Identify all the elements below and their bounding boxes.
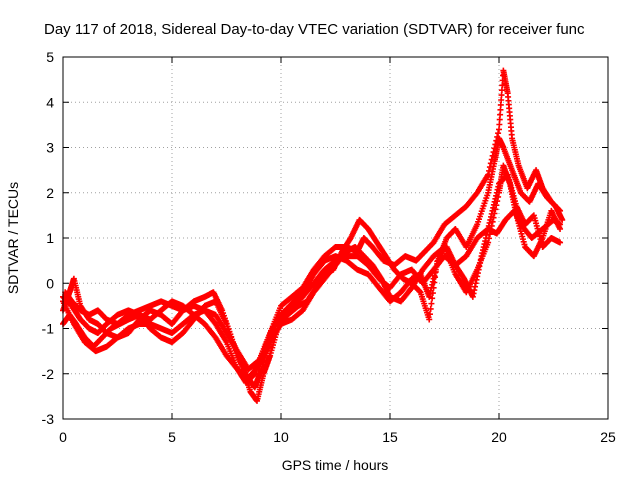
data-point bbox=[429, 295, 436, 302]
data-point bbox=[434, 258, 441, 265]
y-tick-label: 1 bbox=[46, 230, 54, 246]
y-tick-label: -1 bbox=[42, 321, 55, 337]
data-point bbox=[493, 137, 500, 144]
data-point bbox=[491, 145, 498, 152]
data-point bbox=[430, 284, 437, 291]
series-5 bbox=[62, 171, 564, 404]
x-axis-label: GPS time / hours bbox=[282, 457, 389, 473]
data-point bbox=[486, 167, 493, 174]
data-point bbox=[557, 239, 564, 246]
data-point bbox=[486, 164, 493, 171]
data-point bbox=[485, 171, 492, 178]
data-point bbox=[490, 149, 497, 156]
data-point bbox=[488, 156, 495, 163]
data-point bbox=[492, 141, 499, 148]
y-tick-label: 4 bbox=[46, 94, 54, 110]
x-tick-label: 5 bbox=[168, 429, 176, 445]
data-point bbox=[428, 300, 435, 307]
y-tick-label: 0 bbox=[46, 275, 54, 291]
data-point bbox=[557, 207, 564, 214]
data-point bbox=[432, 268, 439, 275]
data-point bbox=[431, 279, 438, 286]
data-point bbox=[557, 225, 564, 232]
y-tick-label: -2 bbox=[42, 366, 55, 382]
x-tick-label: 20 bbox=[491, 429, 507, 445]
y-tick-label: 5 bbox=[46, 49, 54, 65]
data-point bbox=[559, 216, 566, 223]
axis-ticks: 0 5 10 15 20 25 -3 -2 -1 0 1 2 3 4 5 bbox=[42, 49, 616, 445]
y-tick-label: 2 bbox=[46, 185, 54, 201]
data-point bbox=[429, 290, 436, 297]
data-point bbox=[494, 133, 501, 140]
data-point bbox=[432, 274, 439, 281]
data-point bbox=[489, 152, 496, 159]
x-tick-label: 25 bbox=[600, 429, 616, 445]
data-point bbox=[427, 305, 434, 312]
y-axis-label: SDTVAR / TECUs bbox=[5, 182, 21, 294]
data-point bbox=[487, 160, 494, 167]
data-point bbox=[495, 130, 502, 137]
x-tick-label: 0 bbox=[59, 429, 67, 445]
y-tick-label: 3 bbox=[46, 140, 54, 156]
data-point bbox=[426, 311, 433, 318]
chart-title: Day 117 of 2018, Sidereal Day-to-day VTE… bbox=[44, 21, 585, 38]
data-point bbox=[433, 263, 440, 270]
y-tick-label: -3 bbox=[42, 411, 55, 427]
data-point bbox=[426, 316, 433, 323]
x-tick-label: 10 bbox=[273, 429, 289, 445]
data-series bbox=[60, 67, 566, 404]
x-tick-label: 15 bbox=[382, 429, 398, 445]
